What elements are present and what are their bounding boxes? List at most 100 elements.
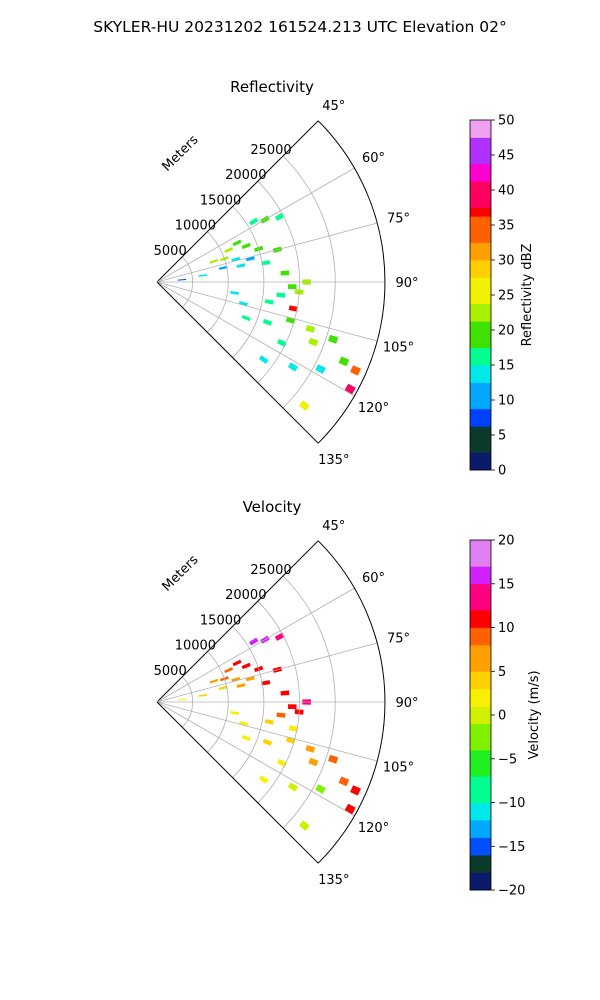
colorbar-segment (470, 715, 491, 725)
data-cell (350, 365, 361, 376)
reflectivity-cells (177, 212, 361, 411)
colorbar-segment (470, 128, 491, 138)
colorbar-segment (470, 373, 491, 383)
azimuth-gridline (156, 701, 355, 817)
data-cell (230, 291, 239, 295)
colorbar-segment (470, 837, 491, 847)
data-cell (305, 325, 316, 333)
colorbar-segment (470, 680, 491, 690)
data-cell (264, 299, 274, 305)
colorbar-segment (470, 741, 491, 751)
data-cell (230, 711, 239, 715)
azimuth-tick-label: 105° (383, 341, 414, 356)
colorbar-segment (470, 452, 491, 462)
data-cell (231, 256, 241, 262)
colorbar-tick-label: 10 (498, 621, 515, 636)
colorbar-segment (470, 846, 491, 856)
azimuth-gridline (156, 222, 378, 283)
data-cell (249, 637, 259, 646)
colorbar-segment (470, 260, 491, 270)
range-tick-label: 25000 (250, 563, 291, 578)
colorbar-segment (470, 627, 491, 637)
colorbar-segment (470, 365, 491, 375)
colorbar-segment (470, 723, 491, 733)
data-cell (288, 305, 298, 312)
data-cell (308, 757, 319, 767)
range-axis-label: Meters (160, 552, 202, 594)
colorbar-segment (470, 636, 491, 646)
data-cell (262, 738, 273, 746)
outer-arc (317, 120, 386, 444)
polar-grid (156, 540, 386, 864)
range-tick-label: 20000 (225, 588, 266, 603)
colorbar-segment (470, 802, 491, 812)
data-cell (287, 362, 299, 372)
colorbar-tick-label: −5 (498, 752, 517, 767)
azimuth-tick-label: 60° (362, 571, 385, 586)
data-cell (299, 820, 310, 831)
colorbar-tick-label: 40 (498, 184, 515, 199)
panel-title: Reflectivity (230, 78, 314, 96)
colorbar-segment (470, 750, 491, 760)
azimuth-tick-label: 135° (318, 453, 349, 468)
data-cell (274, 632, 285, 641)
azimuth-tick-label: 135° (318, 873, 349, 888)
colorbar-segment (470, 146, 491, 156)
colorbar-segment (470, 120, 491, 130)
colorbar-segment (470, 557, 491, 567)
colorbar-segment (470, 303, 491, 313)
data-cell (231, 676, 241, 682)
data-cell (280, 270, 290, 276)
reflectivity-colorbar: Reflectivity dBZ 0 5 10 15 20 25 30 35 40 45 50 (469, 114, 535, 479)
azimuth-tick-label: 45° (322, 519, 345, 534)
colorbar-segment (470, 190, 491, 200)
colorbar-segment (470, 653, 491, 663)
colorbar-segment (470, 793, 491, 803)
azimuth-tick-label: 120° (358, 401, 389, 416)
colorbar-segment (470, 137, 491, 147)
data-cell (277, 338, 287, 347)
colorbar-segment (470, 855, 491, 865)
azimuth-tick-label: 105° (383, 761, 414, 776)
colorbar-tick-label: 20 (498, 534, 515, 549)
azimuth-gridline (156, 167, 355, 283)
colorbar-segment (470, 216, 491, 226)
colorbar-segment (470, 198, 491, 208)
sector-edge (156, 540, 319, 703)
colorbar-segment (470, 697, 491, 707)
data-cell (287, 782, 299, 792)
data-cell (261, 680, 271, 686)
colorbar-tick-label: 50 (498, 114, 515, 129)
azimuth-gridline (156, 701, 378, 762)
colorbar-tick-label: 0 (498, 464, 506, 479)
colorbar-segment (470, 732, 491, 742)
colorbar-segment (470, 321, 491, 331)
figure-suptitle: SKYLER-HU 20231202 161524.213 UTC Elevat… (93, 18, 507, 36)
colorbar-tick-label: 10 (498, 394, 515, 409)
colorbar-segment (470, 758, 491, 768)
data-cell (177, 698, 187, 701)
colorbar-tick-label: 30 (498, 254, 515, 269)
range-tick-label: 10000 (175, 219, 216, 234)
colorbar-tick-label: 25 (498, 289, 515, 304)
data-cell (338, 356, 350, 367)
azimuth-tick-label: 75° (387, 631, 410, 646)
colorbar-segment (470, 811, 491, 821)
azimuth-gridline (156, 281, 378, 342)
velocity-colorbar: Velocity (m/s) −20 −15 −10 −5 0 5 10 15 20 (469, 534, 542, 899)
azimuth-tick-label: 90° (395, 276, 418, 291)
colorbar-segment (470, 242, 491, 252)
range-axis-label: Meters (160, 132, 202, 174)
data-cell (245, 676, 255, 682)
data-cell (288, 725, 298, 732)
colorbar-segment (470, 347, 491, 357)
data-cell (232, 239, 242, 247)
colorbar-label: Velocity (m/s) (527, 670, 542, 759)
data-cell (299, 400, 310, 411)
data-cell (209, 678, 219, 684)
colorbar-segment (470, 356, 491, 366)
colorbar-tick-label: 15 (498, 359, 515, 374)
data-cell (232, 659, 242, 667)
colorbar-segment (470, 645, 491, 655)
